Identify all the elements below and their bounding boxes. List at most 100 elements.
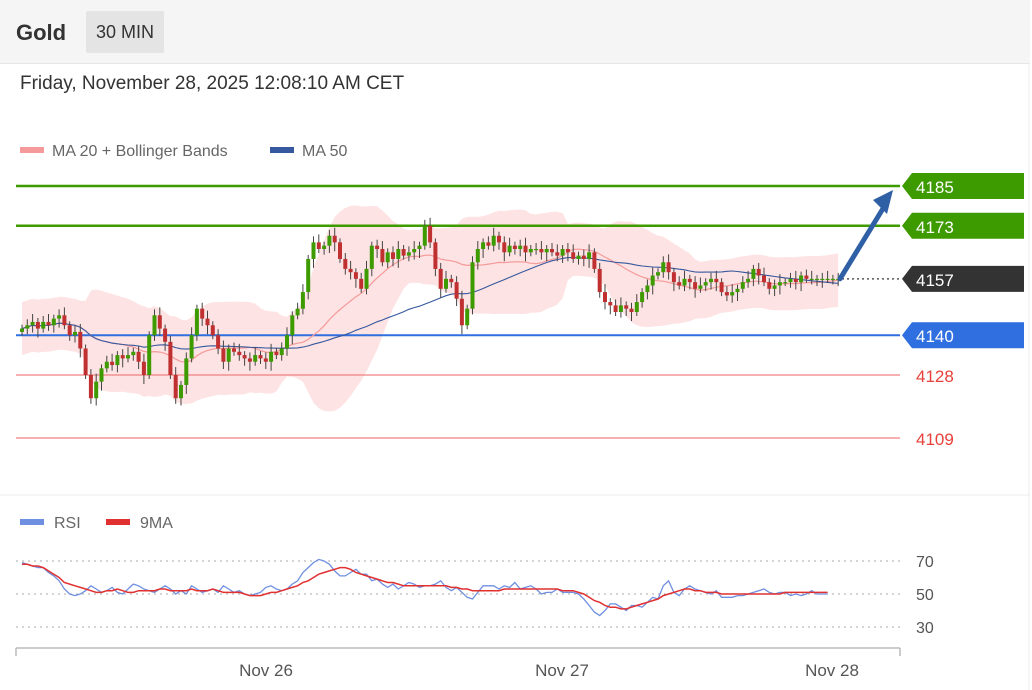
candle-body <box>719 282 724 293</box>
candle-body <box>327 235 332 246</box>
candle-body <box>618 305 623 312</box>
candle-body <box>629 308 634 312</box>
candle-body <box>126 355 130 359</box>
candle-body <box>438 268 443 289</box>
candle-body <box>216 335 221 349</box>
candle-body <box>603 292 607 303</box>
candle-body <box>449 278 454 283</box>
ma20-line <box>21 248 839 363</box>
legend-label: MA 50 <box>302 143 347 160</box>
candle-body <box>730 292 735 296</box>
candle-body <box>359 278 364 289</box>
candle-body <box>714 278 719 283</box>
level-tag <box>902 173 1024 199</box>
candle-body <box>163 328 168 342</box>
candle-body <box>396 249 401 259</box>
candle-body <box>226 348 231 362</box>
candle-body <box>300 292 305 309</box>
candle-body <box>645 285 650 293</box>
candle-body <box>746 278 751 283</box>
candle-body <box>624 305 629 309</box>
candle-body <box>221 348 226 362</box>
candle-body <box>481 242 486 249</box>
candle-body <box>555 252 560 256</box>
ma50-line <box>21 257 839 350</box>
candle-body <box>698 285 703 289</box>
candle-body <box>809 278 814 281</box>
rsi-level-label: 50 <box>916 587 934 604</box>
candle-body <box>200 308 205 319</box>
candle-body <box>740 282 745 289</box>
candle-body <box>290 315 295 336</box>
candle-body <box>640 292 645 303</box>
candle-body <box>237 351 242 356</box>
candle-body <box>147 335 152 375</box>
candle-body <box>189 335 194 359</box>
candle-body <box>703 282 708 286</box>
candle-body <box>316 242 321 249</box>
candle-body <box>115 355 120 366</box>
candle-body <box>777 282 782 286</box>
candle-body <box>550 249 554 253</box>
candle-body <box>51 318 56 326</box>
level-tag <box>902 322 1024 349</box>
candle-body <box>279 348 284 356</box>
candle-body <box>788 278 793 283</box>
candle-body <box>168 341 173 375</box>
candle-body <box>793 278 798 283</box>
level-label: 4128 <box>916 367 954 386</box>
candle-body <box>99 368 104 382</box>
candle-body <box>120 355 125 359</box>
candle-body <box>88 375 93 399</box>
candle-body <box>67 325 72 336</box>
candle-body <box>528 249 533 253</box>
candle-body <box>560 249 565 256</box>
candle-body <box>613 305 618 312</box>
candle-body <box>306 258 311 293</box>
candle-body <box>592 252 597 269</box>
rsi-legend-swatch <box>20 519 44 525</box>
candle-body <box>73 331 77 336</box>
candle-body <box>783 282 788 284</box>
candle-body <box>343 258 348 269</box>
candle-body <box>587 252 592 259</box>
candle-body <box>205 318 210 326</box>
candle-body <box>385 252 390 263</box>
candle-body <box>597 268 602 293</box>
candle-body <box>295 308 300 316</box>
candle-body <box>417 245 422 249</box>
candle-body <box>348 268 353 273</box>
candle-body <box>179 384 183 399</box>
candle-body <box>544 249 549 253</box>
candle-body <box>507 245 512 253</box>
level-label: 4157 <box>916 271 954 290</box>
candle-body <box>735 288 740 293</box>
rsi-level-label: 70 <box>916 554 934 571</box>
candle-body <box>242 355 247 359</box>
level-tag <box>902 265 1024 292</box>
candle-body <box>677 282 682 286</box>
candle-body <box>502 242 507 253</box>
candles <box>20 217 841 406</box>
candle-body <box>799 275 804 283</box>
level-label: 4173 <box>916 218 954 237</box>
level-label: 4140 <box>916 327 954 346</box>
candle-body <box>767 282 772 289</box>
candle-body <box>332 235 337 243</box>
projection-arrowhead <box>873 190 893 214</box>
candle-body <box>830 278 835 281</box>
legend-swatch <box>270 147 294 153</box>
timeframe-badge[interactable]: 30 MIN <box>86 11 165 53</box>
candle-body <box>253 355 258 362</box>
header-bar: Gold 30 MIN <box>0 0 1030 64</box>
candle-body <box>57 315 62 319</box>
candle-body <box>131 351 136 356</box>
x-tick-label: Nov 28 <box>805 661 859 680</box>
candle-body <box>608 302 613 306</box>
timestamp: Friday, November 28, 2025 12:08:10 AM CE… <box>20 73 405 94</box>
legend-swatch <box>20 147 44 153</box>
candle-body <box>512 245 517 249</box>
candle-body <box>422 225 427 246</box>
candle-body <box>534 249 539 251</box>
